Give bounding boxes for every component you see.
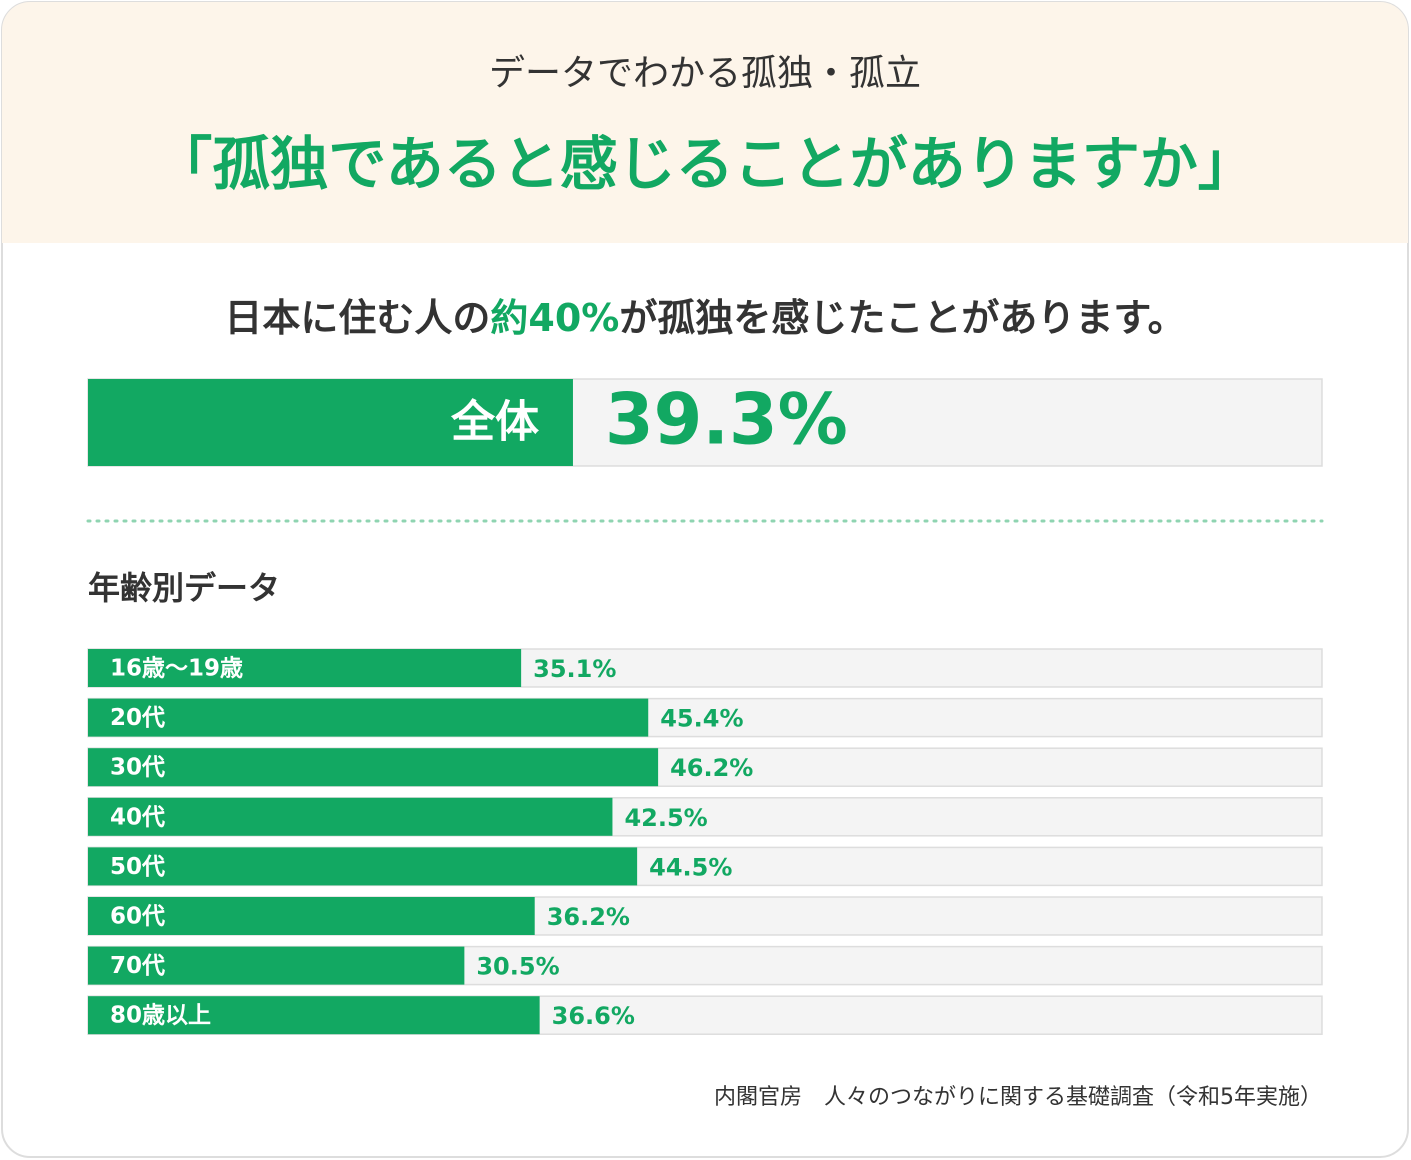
section-title: 年齢別データ [88, 569, 280, 607]
category-label: 60代 [110, 904, 165, 930]
value-label: 42.5% [624, 804, 707, 832]
bar [88, 946, 465, 985]
bar [88, 379, 573, 466]
bar [88, 897, 535, 935]
value-label: 30.5% [476, 953, 559, 981]
value-label: 35.1% [533, 655, 616, 683]
header-title: 「孤独であると感じることがありますか」 [154, 130, 1255, 198]
bar [88, 797, 613, 836]
category-label: 16歳〜19歳 [110, 656, 243, 682]
bar [88, 698, 649, 737]
bar [88, 649, 522, 687]
category-label: 50代 [110, 854, 165, 880]
category-label: 40代 [110, 804, 165, 830]
category-label: 20代 [110, 705, 165, 731]
bar [88, 748, 659, 787]
source: 内閣官房 人々のつながりに関する基礎調査（令和5年実施） [714, 1085, 1322, 1110]
value-label: 36.6% [552, 1002, 635, 1030]
summary: 日本に住む人の約40%が孤独を感じたことがあります。 [224, 296, 1185, 340]
header-bg [2, 2, 1408, 243]
summary-part: 日本に住む人の [224, 296, 490, 340]
kicker: データでわかる孤独・孤立 [489, 53, 921, 94]
value-label: 46.2% [670, 754, 753, 782]
category-label: 30代 [110, 755, 165, 781]
category-label: 80歳以上 [110, 1003, 211, 1029]
summary-highlight: 約40% [490, 296, 619, 340]
summary-part: が孤独を感じたことがあります。 [619, 296, 1185, 340]
value-label: 39.3% [605, 379, 848, 461]
category-label: 全体 [450, 397, 539, 448]
value-label: 45.4% [660, 705, 743, 733]
bar [88, 847, 638, 886]
bar [88, 996, 540, 1035]
value-label: 44.5% [649, 853, 732, 881]
category-label: 70代 [110, 953, 165, 979]
value-label: 36.2% [547, 903, 630, 931]
